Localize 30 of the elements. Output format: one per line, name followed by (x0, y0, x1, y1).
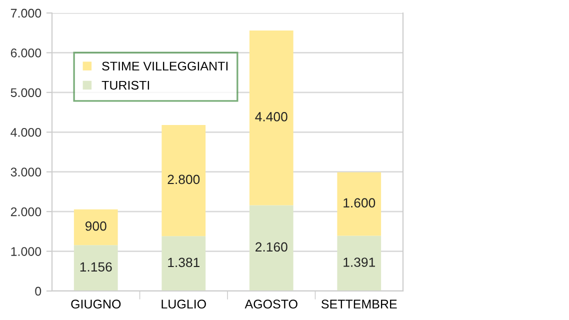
y-tick-label: 3.000 (10, 168, 42, 177)
data-label: 2.160 (256, 242, 288, 252)
x-tick-label: LUGLIO (162, 300, 206, 309)
data-label: 1.391 (344, 258, 375, 267)
bar (249, 30, 294, 206)
y-tick-label: 6.000 (10, 48, 42, 58)
data-label: 2.800 (168, 174, 200, 184)
bar (337, 236, 382, 291)
data-label: 4.400 (255, 112, 288, 122)
bar (74, 209, 118, 246)
data-label: 900 (85, 221, 106, 231)
legend-label: STIME VILLEGGIANTI (102, 62, 228, 71)
bar (162, 124, 206, 236)
data-label: 1.600 (344, 198, 376, 208)
y-tick-label: 2.000 (10, 207, 42, 216)
y-tick-label: 7.000 (10, 8, 42, 18)
data-label: 1.156 (80, 262, 112, 272)
bar (249, 205, 294, 291)
y-tick-label: 5.000 (10, 88, 42, 98)
x-tick-label: GIUGNO (71, 300, 121, 309)
data-label: 1.381 (168, 258, 200, 268)
y-tick-label: 0 (35, 286, 42, 296)
bar (162, 236, 206, 291)
x-tick-label: SETTEMBRE (321, 300, 397, 309)
legend-label: TURISTI (102, 80, 149, 90)
y-tick-label: 1.000 (11, 247, 42, 256)
bar (337, 172, 382, 236)
bar (74, 245, 118, 291)
x-tick-label: AGOSTO (244, 300, 298, 309)
y-tick-label: 4.000 (10, 128, 42, 137)
